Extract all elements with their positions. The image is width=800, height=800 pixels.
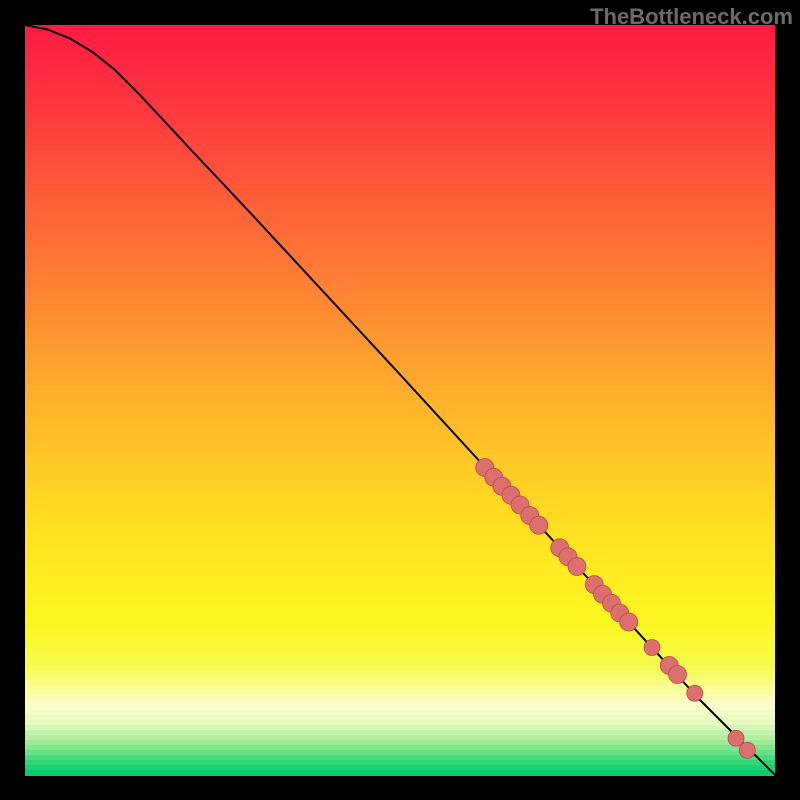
watermark-text: TheBottleneck.com [590, 4, 793, 30]
chart-canvas: TheBottleneck.com [0, 0, 800, 800]
gradient-band [25, 770, 775, 776]
